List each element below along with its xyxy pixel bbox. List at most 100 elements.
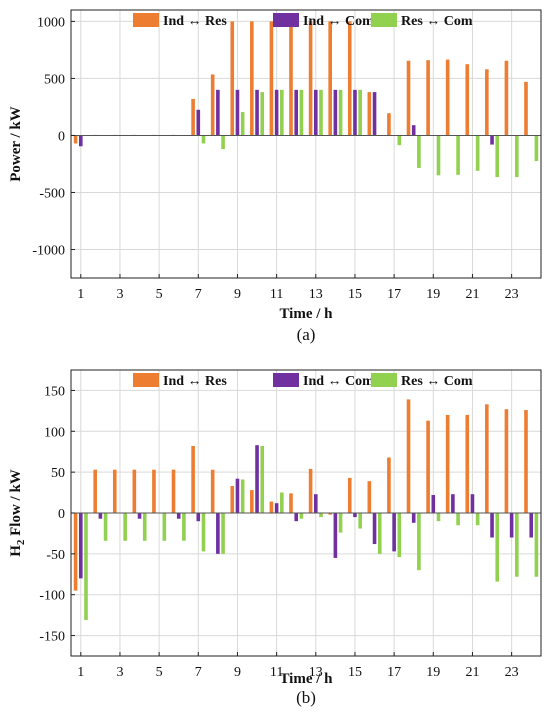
bar-series-3 <box>221 135 225 150</box>
y-axis-label: H2 Flow / kW <box>8 469 27 557</box>
bar-series-2 <box>78 135 83 147</box>
y-tick-label: -500 <box>39 186 65 201</box>
bar-series-1 <box>387 113 391 136</box>
bar-series-2 <box>470 494 475 513</box>
y-tick-label: -100 <box>39 589 65 604</box>
y-tick-label: 0 <box>58 129 65 144</box>
bar-series-2 <box>333 513 338 558</box>
bar-series-3 <box>142 513 147 541</box>
axis-frame <box>70 9 542 279</box>
bar-series-2 <box>529 513 534 538</box>
x-tick-label: 3 <box>116 665 123 680</box>
x-tick-label: 19 <box>426 665 440 680</box>
bar-series-1 <box>504 409 509 513</box>
bar-series-3 <box>456 135 460 175</box>
bar-series-1 <box>73 513 78 591</box>
bar-series-3 <box>456 513 460 526</box>
bar-series-3 <box>201 513 206 552</box>
x-tick-label: 15 <box>348 665 362 680</box>
bar-series-3 <box>103 513 108 541</box>
x-tick-label: 17 <box>387 665 401 680</box>
bar-series-3 <box>299 513 304 519</box>
bar-series-3 <box>260 92 265 136</box>
bar-series-2 <box>490 135 494 145</box>
bar-series-2 <box>137 513 142 519</box>
bar-series-3 <box>495 135 500 178</box>
panel-caption: (a) <box>297 325 316 344</box>
bar-series-2 <box>392 513 396 552</box>
x-tick-label: 5 <box>156 287 163 302</box>
bar-series-1 <box>445 414 450 513</box>
bar-series-3 <box>162 513 167 541</box>
bar-series-2 <box>490 513 494 538</box>
bar-series-2 <box>353 513 357 518</box>
bar-series-1 <box>210 469 215 513</box>
legend-swatch <box>273 373 299 387</box>
x-tick-label: 19 <box>426 287 440 302</box>
bar-series-3 <box>84 513 88 621</box>
legend-swatch <box>273 13 299 27</box>
bar-series-3 <box>338 513 343 533</box>
bar-series-1 <box>367 481 372 513</box>
bar-series-1 <box>308 21 313 136</box>
x-tick-label: 7 <box>195 665 202 680</box>
x-tick-label: 1 <box>77 665 84 680</box>
legend-swatch <box>133 13 159 27</box>
bar-series-2 <box>216 89 220 136</box>
bar-series-1 <box>387 457 391 513</box>
bar-series-3 <box>221 513 225 554</box>
bar-series-3 <box>240 112 245 136</box>
x-tick-label: 5 <box>156 665 163 680</box>
bar-series-3 <box>338 89 343 136</box>
bar-series-1 <box>289 21 293 136</box>
x-tick-label: 21 <box>465 287 479 302</box>
bar-series-3 <box>280 492 284 513</box>
bar-series-3 <box>397 135 402 146</box>
y-tick-label: 500 <box>44 72 65 87</box>
bar-series-1 <box>112 469 117 513</box>
bar-series-1 <box>426 420 430 513</box>
bar-series-1 <box>191 98 195 136</box>
x-tick-label: 11 <box>270 287 283 302</box>
bar-series-2 <box>255 89 259 136</box>
panel-caption: (b) <box>296 688 316 707</box>
bar-series-2 <box>294 89 299 136</box>
bar-series-2 <box>78 513 83 579</box>
bar-series-1 <box>485 404 489 513</box>
legend-label: Res ↔ Com <box>401 14 473 29</box>
y-tick-label: 150 <box>44 384 65 399</box>
bar-series-2 <box>196 513 201 522</box>
x-tick-label: 23 <box>505 287 519 302</box>
bar-series-2 <box>509 513 514 538</box>
x-axis-label: Time / h <box>279 306 333 322</box>
bar-series-3 <box>201 135 206 144</box>
bar-series-1 <box>524 410 528 513</box>
x-tick-label: 9 <box>234 287 241 302</box>
legend-label: Res ↔ Com <box>401 374 473 389</box>
bar-series-1 <box>171 469 176 513</box>
bar-series-1 <box>465 64 470 136</box>
bar-series-2 <box>294 513 299 522</box>
bar-series-2 <box>98 513 103 519</box>
bar-series-3 <box>358 513 362 529</box>
bar-series-3 <box>240 479 245 513</box>
legend-swatch <box>133 373 159 387</box>
bar-series-1 <box>250 490 254 513</box>
bar-series-3 <box>358 89 362 136</box>
y-tick-label: -50 <box>46 548 65 563</box>
bar-series-2 <box>176 513 181 519</box>
x-tick-label: 9 <box>234 665 241 680</box>
bar-series-2 <box>411 125 416 136</box>
bar-series-3 <box>534 135 539 162</box>
bar-series-1 <box>485 69 489 136</box>
x-tick-label: 3 <box>116 287 123 302</box>
bar-series-2 <box>235 478 240 513</box>
bar-series-3 <box>280 89 284 136</box>
bar-series-3 <box>299 89 304 136</box>
x-tick-label: 23 <box>505 665 519 680</box>
bar-series-2 <box>313 89 318 136</box>
bar-series-1 <box>426 60 430 136</box>
